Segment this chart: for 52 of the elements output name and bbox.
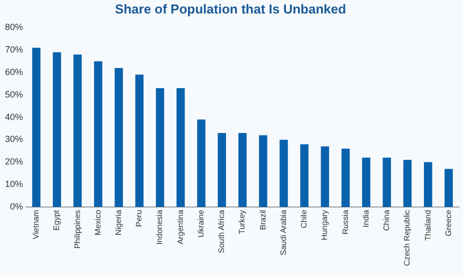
x-tick-label: South Africa [217, 209, 226, 254]
x-tick-label: Czech Republic [402, 210, 412, 266]
x-tick-label: Greece [444, 209, 453, 236]
x-tick-label: Nigeria [114, 209, 123, 236]
bar [218, 132, 226, 207]
x-tick-label: Thailand [423, 210, 432, 241]
bar [135, 74, 144, 207]
x-tick-label: Indonesia [155, 209, 164, 245]
bar [280, 140, 288, 207]
x-tick-label: Saudi Arabia [278, 209, 288, 256]
x-tick-label: Brazil [258, 210, 268, 230]
y-tick-label: 80% [5, 22, 24, 32]
bar [52, 52, 62, 207]
bar [176, 88, 185, 207]
x-tick-label: Russia [340, 209, 350, 234]
bar [382, 158, 391, 207]
x-tick-label: Ukraine [196, 209, 206, 238]
bar [403, 160, 412, 207]
bar [341, 148, 350, 207]
x-tick-label: India [361, 209, 370, 228]
x-tick-label: Vietnam [32, 210, 41, 240]
bar [424, 162, 432, 207]
bar [444, 168, 453, 207]
x-tick-label: Mexico [93, 209, 102, 236]
y-tick-label: 0% [10, 201, 24, 212]
x-tick-label: Turkey [238, 210, 247, 234]
y-tick-label: 60% [5, 66, 24, 77]
y-tick-label: 20% [5, 156, 24, 167]
y-tick-label: 40% [5, 112, 24, 122]
bar [320, 146, 330, 207]
y-tick-label: 10% [5, 179, 24, 190]
bar [94, 61, 102, 207]
x-tick-label: China [382, 209, 392, 231]
bar [114, 68, 123, 207]
x-tick-label: Philippines [72, 210, 82, 249]
y-tick-label: 70% [5, 44, 24, 55]
x-tick-label: Egypt [52, 209, 62, 230]
bar [259, 135, 268, 207]
x-tick-label: Hungary [320, 210, 330, 240]
bar [73, 54, 82, 207]
x-tick-label: Peru [134, 210, 144, 227]
bar [238, 132, 247, 207]
y-tick-label: 50% [5, 89, 24, 100]
bar [362, 158, 370, 207]
bar [156, 88, 164, 207]
bar [32, 48, 40, 207]
x-tick-label: Argentina [176, 209, 185, 244]
bar [197, 120, 206, 207]
x-tick-label: Chile [300, 209, 309, 228]
y-tick-label: 30% [5, 134, 24, 144]
chart-title: Share of Population that Is Unbanked [114, 1, 346, 16]
bar [300, 144, 308, 207]
